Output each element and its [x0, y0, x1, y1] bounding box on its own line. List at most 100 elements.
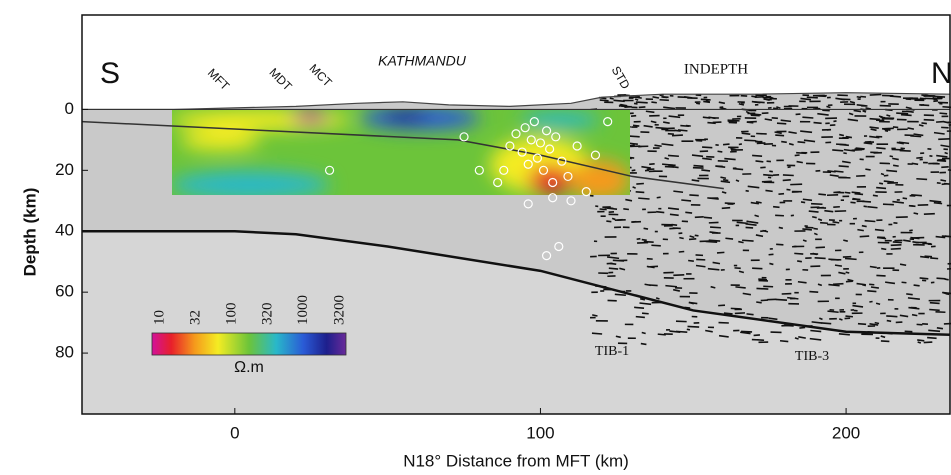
earthquake [520, 123, 530, 133]
reflection [611, 217, 616, 221]
reflection [613, 99, 625, 103]
reflection [945, 292, 950, 296]
annotation: KATHMANDU [378, 53, 467, 69]
reflection [685, 211, 693, 214]
reflection [849, 100, 856, 104]
reflection [929, 301, 940, 305]
reflection [727, 120, 738, 124]
reflection [720, 180, 731, 184]
reflection [663, 106, 676, 110]
reflection [838, 318, 843, 321]
reflection [742, 292, 752, 296]
reflection [828, 283, 840, 287]
earthquake [511, 129, 521, 139]
reflection [591, 332, 603, 335]
reflection [847, 118, 859, 122]
reflection [623, 207, 630, 211]
earthquake [529, 117, 539, 127]
reflection [718, 101, 726, 105]
reflection [738, 270, 745, 274]
reflection [889, 155, 894, 158]
earthquake [572, 141, 582, 151]
reflection [845, 315, 853, 318]
reflection [732, 167, 744, 171]
reflection [867, 289, 877, 293]
reflection [630, 114, 637, 117]
reflection [797, 260, 803, 263]
reflection [828, 258, 839, 261]
reflection [821, 322, 832, 325]
reflection [718, 334, 729, 338]
reflection [876, 147, 886, 150]
reflection [659, 98, 669, 102]
reflection [809, 290, 819, 294]
reflection [869, 126, 879, 129]
reflection [667, 207, 680, 211]
reflection [637, 241, 649, 244]
y-tick-label: 80 [55, 343, 74, 362]
reflection [864, 219, 876, 223]
reflection [944, 278, 949, 281]
reflection [936, 96, 943, 99]
earthquake [541, 251, 552, 261]
reflection [722, 143, 730, 146]
reflection [693, 164, 704, 168]
reflection [710, 285, 716, 289]
reflection [661, 143, 674, 147]
reflection [641, 331, 646, 335]
reflection [916, 156, 923, 159]
colorbar-unit: Ω.m [234, 359, 264, 376]
reflection [876, 186, 887, 190]
reflection [835, 97, 845, 101]
reflection [906, 293, 913, 296]
reflection [896, 112, 909, 115]
reflection [696, 102, 701, 105]
reflection [745, 110, 750, 114]
reflection [754, 101, 765, 104]
reflection [800, 201, 806, 204]
reflection [734, 312, 746, 315]
earthquake [545, 144, 555, 154]
reflection [778, 226, 784, 230]
reflection [859, 235, 870, 238]
reflection [655, 297, 660, 300]
reflection [863, 205, 868, 208]
reflection [833, 191, 841, 194]
reflection [689, 194, 699, 197]
reflection [746, 313, 754, 316]
reflection [874, 228, 885, 232]
earthquake [517, 147, 527, 157]
reflection [935, 235, 946, 239]
reflection [796, 160, 803, 164]
reflection [662, 163, 674, 167]
reflection [909, 229, 913, 232]
reflection [916, 177, 928, 181]
reflection [810, 329, 822, 333]
reflection [636, 182, 644, 185]
reflection [671, 165, 679, 169]
colorbar-label: 10 [151, 310, 167, 325]
reflection [735, 286, 746, 289]
reflection [668, 115, 681, 119]
reflection [635, 315, 645, 319]
reflection [892, 200, 904, 204]
reflection [776, 106, 781, 109]
reflection [786, 188, 791, 191]
reflection [694, 234, 699, 237]
reflection [861, 224, 867, 228]
reflection [938, 137, 951, 141]
reflection [695, 264, 706, 268]
reflection [705, 100, 710, 103]
earthquake [459, 132, 469, 142]
reflection [638, 106, 646, 109]
reflection [892, 241, 902, 244]
reflection [835, 143, 847, 146]
reflection [640, 342, 647, 346]
earthquake [474, 165, 484, 175]
reflection [867, 205, 878, 209]
reflection [763, 98, 770, 101]
reflection [818, 193, 826, 196]
reflection [788, 131, 797, 135]
reflection [760, 299, 768, 302]
earthquake [523, 199, 533, 209]
